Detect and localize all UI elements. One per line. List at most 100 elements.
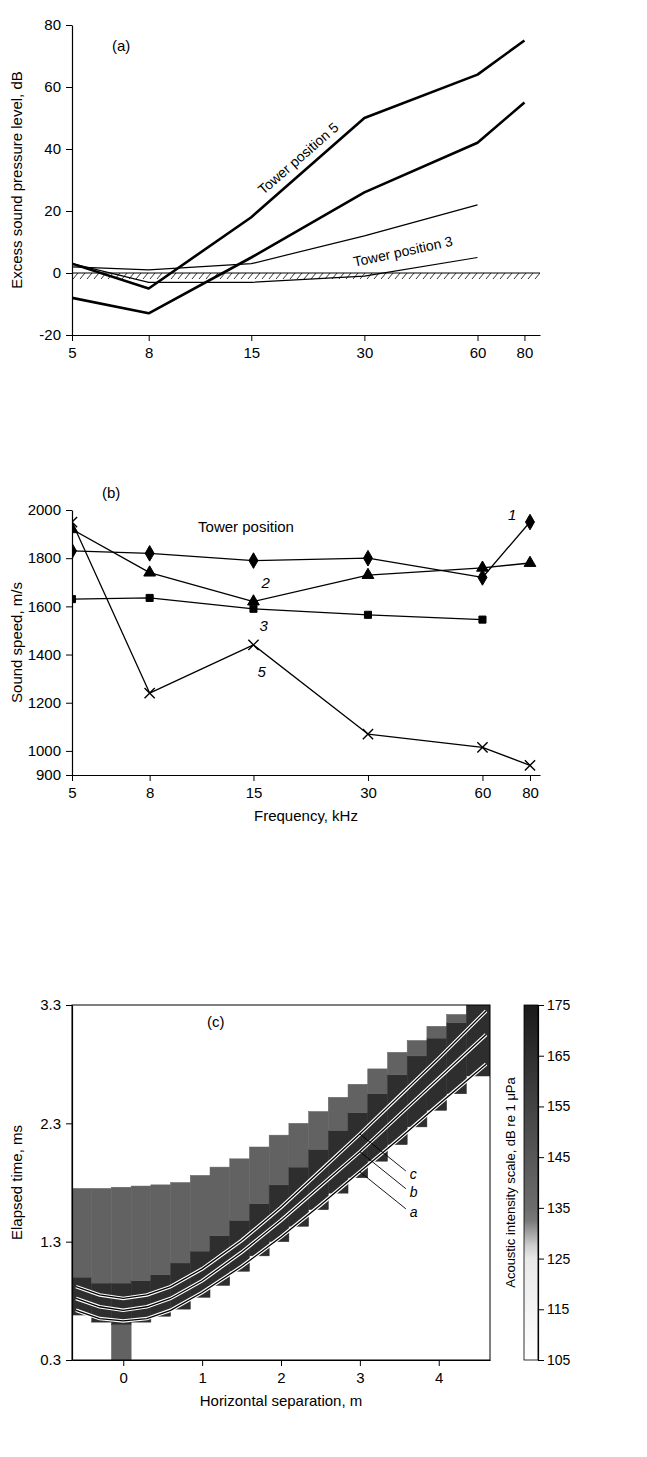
tick: 3 [356,1360,364,1386]
tick-mark [202,1360,203,1366]
heat-cell [72,1277,92,1315]
reference-line-group [72,273,540,279]
tick-label: 40 [44,140,61,157]
hatch [297,273,302,279]
hatch [276,273,281,279]
tick-mark [368,775,369,781]
tick-mark [281,1360,282,1366]
tick: 1600 [28,598,72,615]
tick-label: 15 [243,344,260,361]
tick-label: 165 [547,1048,571,1064]
heat-cell [111,1325,131,1361]
axis: -20020406080 [39,16,72,343]
hatch [472,273,477,279]
tick-label: 2000 [28,501,61,518]
heat-cell [427,1026,447,1038]
marker [144,566,156,576]
marker [145,688,155,698]
tick-mark [66,87,72,88]
hatch [304,273,309,279]
tick-label: 1 [198,1369,206,1386]
tick-label: 60 [475,784,492,801]
tick-mark [66,1360,72,1361]
panel: 5815306080900100012001400160018002000Sou… [8,484,541,824]
series-label: b [410,1184,418,1200]
axis-line [72,26,73,336]
hatch [444,273,449,279]
tick: 5 [68,335,76,361]
tick-mark [538,1309,544,1310]
hatch [514,273,519,279]
marker [525,760,535,770]
tick-label: 1600 [28,598,61,615]
hatch [150,273,155,279]
axis-line [538,1006,539,1361]
tick-label: 125 [547,1251,571,1267]
hatch [528,273,533,279]
tick-mark [149,335,150,341]
heat-cell [190,1175,210,1251]
tick: 2.3 [40,1115,72,1132]
heat-cell [447,1014,467,1022]
annotation: Tower position [198,518,294,535]
heat-cell [210,1167,230,1236]
curve-halo [76,1035,486,1311]
hatch [500,273,505,279]
tick-label: 175 [547,997,571,1013]
curve-halo [76,1064,486,1321]
tick-label: 900 [36,766,61,783]
tick: 155 [538,1098,571,1114]
axis-title: Frequency, kHz [254,807,358,824]
hatch [423,273,428,279]
hatch [416,273,421,279]
tick-label: 155 [547,1098,571,1114]
hatch [255,273,260,279]
hatch [388,273,393,279]
tick-mark [439,1360,440,1366]
tick-mark [538,1360,544,1361]
tick-mark [538,1259,544,1260]
tick-mark [66,211,72,212]
series-line [72,103,524,314]
plot-area [72,514,536,770]
hatch [507,273,512,279]
hatch [521,273,526,279]
hatch [178,273,183,279]
axis: 5815306080 [68,335,540,361]
marker [248,640,258,650]
series-line [72,598,482,620]
marker [146,594,153,601]
leader-line [360,1152,406,1189]
tick: 105 [538,1352,571,1368]
tick: -20 [39,326,72,343]
axis-line [73,775,541,776]
marker [525,514,534,530]
tick-mark [530,775,531,781]
panel-label: (a) [112,37,130,54]
hatch [493,273,498,279]
tick-mark [66,1123,72,1124]
axis-title: Sound speed, m/s [8,582,25,703]
tick-label: 3 [356,1369,364,1386]
tick: 1200 [28,694,72,711]
tick-label: 115 [547,1301,570,1317]
marker [478,570,487,586]
figure: 5815306080-20020406080Excess sound press… [0,0,647,1457]
tick-mark [364,335,365,341]
curve-halo [76,1011,486,1299]
hatch [262,273,267,279]
colorbar [524,1005,538,1360]
tick-label: 30 [360,784,377,801]
tick-mark [538,1005,544,1006]
tick: 8 [146,775,154,801]
marker [477,742,487,752]
leader-line [360,1172,406,1209]
hatch [409,273,414,279]
tick: 115 [538,1301,570,1317]
hatch [437,273,442,279]
hatch [311,273,316,279]
series-line [72,205,478,270]
panel: 012340.31.32.33.3Elapsed time, msHorizon… [8,996,571,1409]
tick-label: 5 [68,784,76,801]
hatch [346,273,351,279]
